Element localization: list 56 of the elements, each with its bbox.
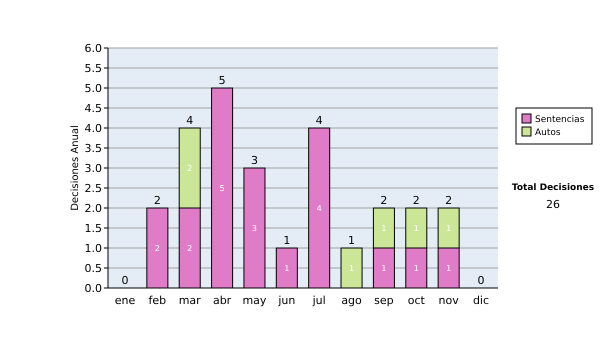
y-tick-label: 1.0 <box>84 242 102 255</box>
data-label: 1 <box>446 224 452 233</box>
data-label: 1 <box>414 264 419 273</box>
y-axis-title: Decisiones Anual <box>70 125 81 211</box>
total-label: 4 <box>316 114 323 127</box>
x-tick-label: jun <box>277 294 296 307</box>
total-label: 5 <box>218 74 226 87</box>
y-tick-label: 2.0 <box>84 202 102 215</box>
data-label: 4 <box>316 204 322 213</box>
x-tick-label: feb <box>148 294 166 307</box>
y-tick-label: 0.0 <box>84 282 102 295</box>
data-label: 3 <box>252 224 257 233</box>
y-tick-label: 4.0 <box>84 122 102 135</box>
y-tick-label: 1.5 <box>84 222 102 235</box>
total-label: 2 <box>154 194 161 207</box>
y-tick-label: 3.0 <box>84 162 102 175</box>
total-label: 2 <box>445 194 452 207</box>
x-tick-label: dic <box>472 294 490 307</box>
total-label: 4 <box>186 114 194 127</box>
data-label: 5 <box>220 184 225 193</box>
total-label: 2 <box>412 194 420 207</box>
x-tick-label: sep <box>374 294 394 307</box>
legend-label: Autos <box>535 128 561 138</box>
data-label: 1 <box>349 264 354 273</box>
y-tick-label: 0.5 <box>84 262 102 275</box>
total-label: 3 <box>250 154 258 167</box>
y-tick-label: 4.5 <box>84 102 102 115</box>
x-tick-label: mar <box>178 294 202 307</box>
total-label: 1 <box>348 234 356 247</box>
y-tick-label: 5.5 <box>84 62 102 75</box>
y-tick-label: 3.5 <box>84 142 102 155</box>
data-label: 2 <box>187 164 192 173</box>
data-label: 1 <box>381 224 386 233</box>
x-tick-label: nov <box>438 294 460 307</box>
x-tick-label: oct <box>408 294 426 307</box>
data-label: 2 <box>154 244 160 253</box>
total-label: 0 <box>478 274 485 287</box>
data-label: 1 <box>414 224 419 233</box>
y-tick-label: 2.5 <box>84 182 102 195</box>
y-tick-label: 5.0 <box>84 82 102 95</box>
total-label: 0 <box>121 274 128 287</box>
x-tick-label: abr <box>212 294 232 307</box>
y-tick-label: 6.0 <box>84 42 102 55</box>
data-label: 1 <box>381 264 386 273</box>
x-tick-label: jul <box>312 294 326 307</box>
x-tick-label: may <box>242 294 267 307</box>
total-label: 2 <box>380 194 388 207</box>
text: Total Decisiones <box>512 183 594 193</box>
data-label: 2 <box>187 244 192 253</box>
data-label: 1 <box>284 264 290 273</box>
data-label: 1 <box>446 264 452 273</box>
total-label: 1 <box>283 234 290 247</box>
legend-label: Sentencias <box>535 115 585 125</box>
text: 26 <box>546 198 560 211</box>
x-tick-label: ago <box>341 294 362 307</box>
x-tick-label: ene <box>114 294 136 307</box>
